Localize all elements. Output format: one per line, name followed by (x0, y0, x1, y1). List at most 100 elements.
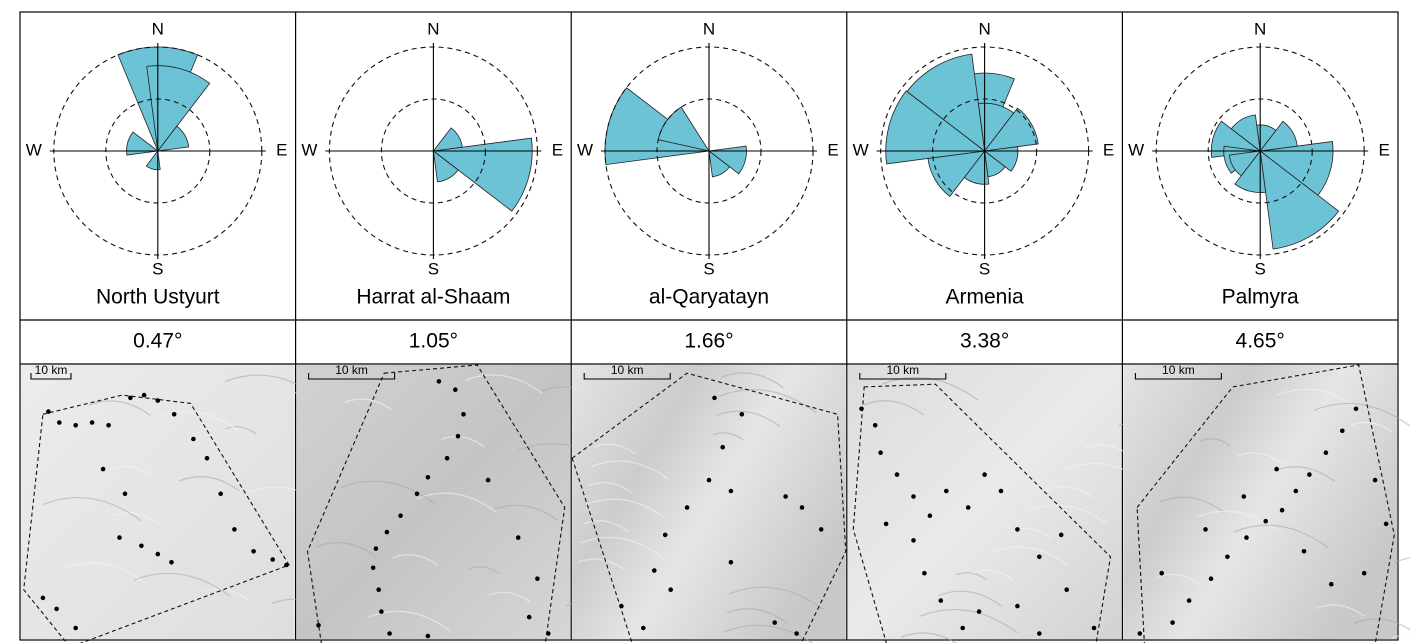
relief-stroke (1200, 438, 1231, 447)
site-point (370, 565, 376, 571)
relief-stroke (729, 586, 824, 610)
relief-stroke (1316, 604, 1365, 617)
relief-stroke (316, 542, 377, 558)
site-point (859, 406, 864, 412)
site-point (57, 420, 62, 425)
site-name: Armenia (945, 286, 1024, 309)
site-point (706, 477, 712, 483)
site-point (1274, 466, 1279, 472)
site-point (668, 587, 673, 592)
site-point (1323, 450, 1329, 456)
terrain-background (21, 365, 295, 639)
compass-e-label: E (1379, 140, 1390, 159)
compass-s-label: S (152, 259, 163, 278)
relief-stroke (956, 572, 988, 581)
site-point (965, 505, 971, 510)
site-point (684, 505, 690, 510)
site-point (1372, 477, 1378, 483)
compass-n-label: N (978, 19, 990, 38)
compass-w-label: W (1128, 140, 1144, 159)
site-point (139, 543, 144, 549)
site-point (1064, 587, 1069, 592)
relief-stroke (1313, 402, 1410, 427)
scale-bar-label: 10 km (335, 363, 368, 377)
site-point (379, 609, 384, 614)
rose-petal (1234, 149, 1267, 193)
compass-e-label: E (276, 140, 287, 159)
relief-stroke (1393, 557, 1410, 564)
rose-diagram: N S E W (26, 19, 288, 278)
site-point (485, 477, 491, 483)
site-point (1203, 527, 1208, 532)
site-point (535, 576, 540, 581)
relief-stroke (721, 372, 784, 389)
site-point (461, 412, 466, 417)
relief-stroke (1273, 466, 1335, 482)
site-point (998, 488, 1004, 494)
angle-value: 4.65° (1236, 330, 1285, 353)
angle-value: 1.66° (684, 330, 733, 353)
relief-stroke (392, 554, 439, 566)
relief-stroke (937, 590, 1003, 607)
site-point (938, 598, 944, 603)
compass-e-label: E (827, 140, 838, 159)
site-point (772, 620, 777, 625)
site-point (141, 392, 147, 398)
site-point (316, 623, 321, 628)
site-hull (571, 372, 847, 643)
site-point (728, 560, 734, 565)
rose-diagram: N S E W (853, 19, 1115, 278)
scale-bar-line (583, 373, 671, 380)
site-name: Harrat al-Shaam (356, 286, 510, 309)
site-point (960, 625, 965, 631)
relief-stroke (1353, 618, 1410, 631)
relief-stroke (577, 558, 626, 571)
site-point (818, 527, 824, 532)
compass-s-label: S (1255, 259, 1266, 278)
scale-bar-label: 10 km (35, 363, 68, 377)
site-point (171, 412, 177, 417)
site-point (1159, 570, 1164, 576)
site-hull (852, 383, 1112, 643)
site-point (453, 387, 458, 393)
site-point (436, 379, 442, 384)
rose-petal (1259, 120, 1298, 152)
rose-petal (707, 145, 747, 175)
site-point (619, 603, 624, 609)
site-point (1037, 631, 1042, 636)
relief-stroke (588, 481, 632, 494)
site-point (425, 475, 431, 480)
relief-stroke (488, 591, 531, 603)
rose-petal (145, 149, 161, 171)
site-point (1241, 494, 1247, 499)
compass-e-label: E (1103, 140, 1114, 159)
scale-bar-line (1134, 373, 1222, 380)
relief-stroke (582, 520, 629, 532)
relief-stroke (1046, 486, 1093, 498)
site-point (169, 560, 174, 565)
relief-stroke (440, 435, 485, 448)
site-hull (306, 364, 566, 643)
relief-stroke (990, 546, 1069, 566)
relief-stroke (1028, 504, 1108, 525)
site-point (54, 606, 59, 612)
rose-petal (1259, 150, 1340, 250)
site-point (982, 472, 987, 477)
relief-stroke (972, 569, 1014, 581)
scale-bar: 10 km (859, 363, 947, 380)
site-point (526, 614, 532, 620)
site-point (927, 513, 933, 518)
site-point (911, 494, 916, 499)
relief-stroke (225, 426, 257, 435)
rose-petal (432, 127, 463, 152)
relief-stroke (1236, 452, 1283, 464)
site-point (662, 532, 668, 538)
site-point (783, 494, 788, 499)
site-point (883, 521, 889, 527)
site-point (546, 631, 551, 636)
compass-n-label: N (1254, 19, 1266, 38)
site-point (155, 551, 161, 557)
rose-petal (906, 53, 986, 152)
terrain-map: 10 km (847, 363, 1214, 643)
